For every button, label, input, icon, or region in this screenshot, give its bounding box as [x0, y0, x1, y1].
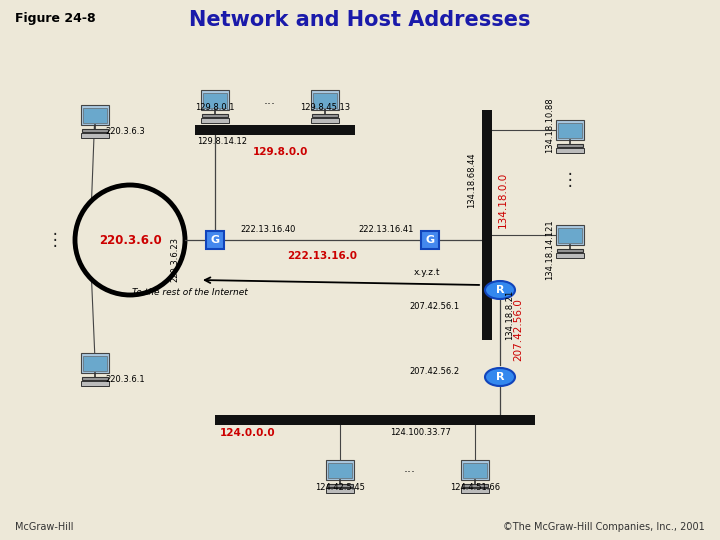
Text: x.y.z.t: x.y.z.t	[413, 268, 440, 277]
Bar	[206, 231, 224, 249]
Bar	[556, 120, 584, 140]
Bar	[203, 93, 227, 108]
Bar	[311, 118, 339, 123]
Bar	[83, 108, 107, 123]
Text: G: G	[210, 235, 220, 245]
Text: ...: ...	[264, 93, 276, 106]
Text: 220.3.6.23: 220.3.6.23	[171, 238, 179, 282]
Bar	[201, 90, 229, 110]
Bar	[461, 460, 489, 480]
Bar	[463, 463, 487, 478]
Text: 220.3.6.0: 220.3.6.0	[99, 233, 161, 246]
Bar	[558, 228, 582, 243]
Bar	[482, 110, 492, 340]
Text: G: G	[426, 235, 435, 245]
Bar	[556, 148, 584, 153]
Bar	[558, 123, 582, 138]
Text: 134.18.68.44: 134.18.68.44	[467, 152, 477, 208]
Text: 129.8.45.13: 129.8.45.13	[300, 103, 350, 112]
Text: 220.3.6.3: 220.3.6.3	[105, 127, 145, 136]
Text: 124.42.5.45: 124.42.5.45	[315, 483, 365, 492]
Bar	[557, 144, 582, 147]
Text: 222.13.16.41: 222.13.16.41	[358, 225, 413, 234]
Text: ⋮: ⋮	[562, 171, 578, 189]
Bar	[421, 231, 439, 249]
Text: 134.18.8.21: 134.18.8.21	[505, 290, 515, 340]
Text: 124.4.51.66: 124.4.51.66	[450, 483, 500, 492]
Text: ⋮: ⋮	[47, 231, 63, 249]
Text: 134.18.10.88: 134.18.10.88	[546, 97, 554, 153]
Bar	[82, 129, 107, 132]
Text: 207.42.56.1: 207.42.56.1	[410, 302, 460, 311]
Text: 124.100.33.77: 124.100.33.77	[390, 428, 451, 437]
Bar	[81, 353, 109, 373]
Bar	[556, 225, 584, 245]
Bar	[556, 253, 584, 258]
Text: Network and Host Addresses: Network and Host Addresses	[189, 10, 531, 30]
Bar	[328, 483, 353, 487]
Bar	[311, 90, 339, 110]
Text: 207.42.56.0: 207.42.56.0	[513, 299, 523, 361]
Text: 134.18.0.0: 134.18.0.0	[498, 172, 508, 228]
Bar	[312, 113, 338, 117]
Text: 222.13.16.40: 222.13.16.40	[240, 225, 295, 234]
Text: ©The McGraw-Hill Companies, Inc., 2001: ©The McGraw-Hill Companies, Inc., 2001	[503, 522, 705, 532]
Text: 220.3.6.1: 220.3.6.1	[105, 375, 145, 384]
Bar	[313, 93, 337, 108]
Text: To the rest of the Internet: To the rest of the Internet	[132, 288, 248, 297]
Text: 129.8.0.0: 129.8.0.0	[252, 147, 307, 157]
Ellipse shape	[485, 368, 515, 386]
Text: ...: ...	[404, 462, 416, 475]
Bar	[328, 463, 352, 478]
Bar	[557, 248, 582, 252]
Bar	[215, 415, 535, 425]
Bar	[326, 460, 354, 480]
Text: 129.8.0.1: 129.8.0.1	[195, 103, 235, 112]
Text: 129.8.14.12: 129.8.14.12	[197, 137, 247, 146]
Bar	[81, 133, 109, 138]
Ellipse shape	[485, 281, 515, 299]
Bar	[202, 113, 228, 117]
Bar	[195, 125, 355, 135]
Text: 134.18.14.121: 134.18.14.121	[546, 220, 554, 280]
Bar	[82, 376, 107, 380]
Bar	[462, 483, 487, 487]
Text: R: R	[496, 372, 504, 382]
Bar	[326, 488, 354, 493]
Bar	[461, 488, 489, 493]
Bar	[201, 118, 229, 123]
Bar	[81, 105, 109, 125]
Text: Figure 24-8: Figure 24-8	[15, 12, 96, 25]
Bar	[81, 381, 109, 386]
Text: 124.0.0.0: 124.0.0.0	[220, 428, 276, 438]
Bar	[83, 356, 107, 371]
Text: 207.42.56.2: 207.42.56.2	[410, 367, 460, 376]
Text: R: R	[496, 285, 504, 295]
Text: 222.13.16.0: 222.13.16.0	[287, 251, 357, 261]
Text: McGraw-Hill: McGraw-Hill	[15, 522, 73, 532]
